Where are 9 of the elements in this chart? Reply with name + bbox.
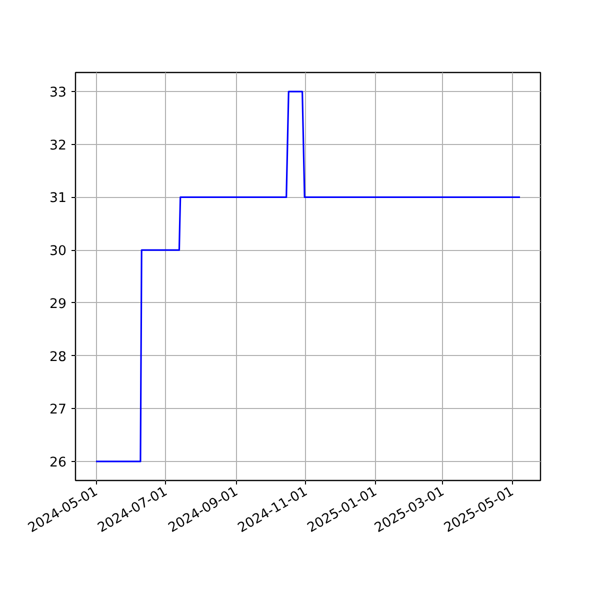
y-tick-label: 28 xyxy=(50,350,67,365)
y-tick-label: 26 xyxy=(50,455,67,470)
line-series xyxy=(95,90,521,462)
y-tick-label: 27 xyxy=(50,402,67,418)
y-tick-label: 33 xyxy=(50,86,67,101)
y-tick-label: 32 xyxy=(50,138,67,154)
y-tick-label: 30 xyxy=(50,244,67,260)
y-tick-label: 31 xyxy=(50,191,67,206)
y-tick-label: 29 xyxy=(50,296,67,312)
